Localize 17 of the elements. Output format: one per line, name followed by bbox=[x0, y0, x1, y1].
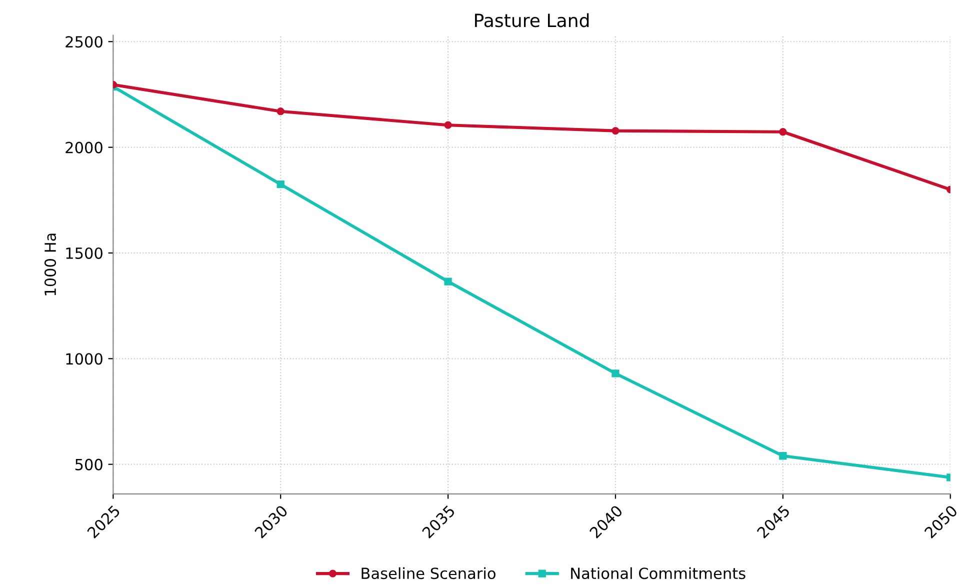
point bbox=[444, 278, 452, 286]
legend-label: Baseline Scenario bbox=[362, 567, 496, 580]
point bbox=[444, 121, 452, 129]
y-tick-label: 1000 bbox=[66, 353, 102, 365]
point bbox=[612, 370, 620, 378]
legend-label: National Commitments bbox=[571, 567, 746, 580]
y-tick-label: 2500 bbox=[66, 36, 102, 48]
y-tick-label: 1500 bbox=[66, 247, 102, 259]
point bbox=[779, 128, 787, 136]
point bbox=[276, 180, 284, 188]
point bbox=[612, 126, 620, 135]
y-tick-label: 500 bbox=[75, 458, 102, 470]
point bbox=[779, 452, 787, 460]
y-tick-label: 2000 bbox=[66, 142, 102, 154]
y-axis-title: 1000 Ha bbox=[44, 234, 56, 296]
point bbox=[276, 108, 284, 116]
chart-title: Pasture Land bbox=[475, 13, 589, 28]
